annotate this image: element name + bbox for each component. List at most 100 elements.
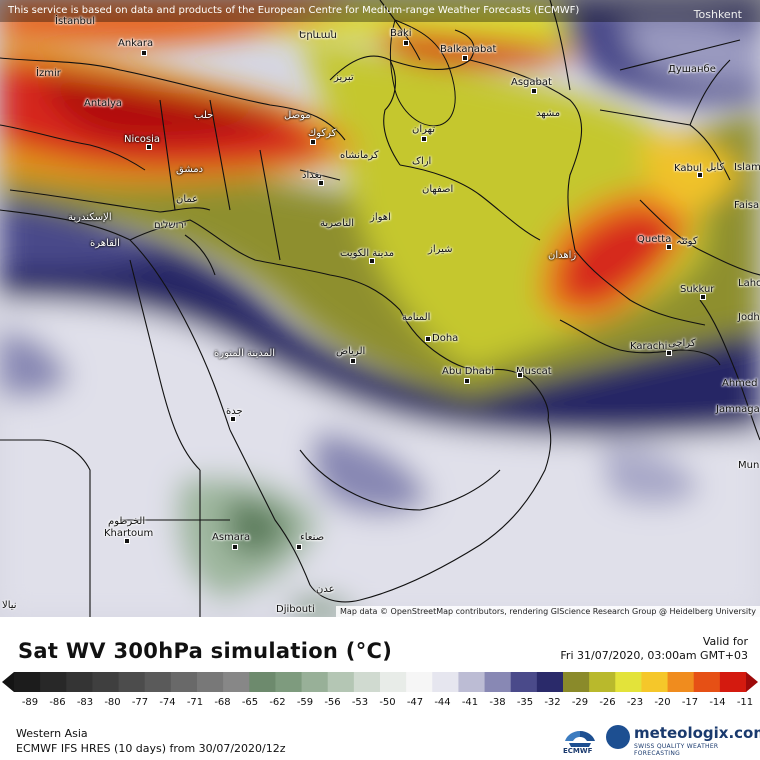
city-label: Asmara — [212, 532, 251, 543]
scale-swatch — [327, 672, 355, 692]
scale-swatch — [510, 672, 538, 692]
city-label: مشهد — [536, 108, 561, 119]
scale-tick-label: -56 — [324, 697, 341, 708]
ecmwf-logo-icon — [565, 731, 595, 747]
city-label: زاهدان — [548, 250, 577, 261]
city-label: اصفهان — [422, 184, 454, 195]
ecmwf-label: ECMWF — [563, 747, 593, 755]
city-label: اراک — [412, 156, 432, 167]
scale-tick-label: -23 — [626, 697, 644, 708]
city-label: Toshkent — [693, 8, 742, 21]
weather-map[interactable]: This service is based on data and produc… — [0, 0, 760, 617]
city-label: Islam — [734, 162, 760, 173]
scale-right-arrow — [746, 672, 758, 692]
city-label: القاهرة — [90, 238, 120, 249]
city-marker — [310, 139, 316, 145]
city-marker — [232, 544, 238, 550]
scale-tick-label: -29 — [571, 697, 589, 708]
city-label: İzmir — [36, 68, 61, 79]
city-label: الرياض — [336, 346, 366, 357]
scale-swatch — [14, 672, 41, 692]
city-label: Khartoum — [104, 528, 154, 539]
scale-tick-label: -38 — [489, 697, 506, 708]
city-label: Djibouti — [276, 604, 315, 615]
city-label: دمشق — [176, 164, 204, 175]
city-marker — [141, 50, 147, 56]
city-label: Muscat — [516, 366, 552, 377]
city-label: Balkanabat — [440, 44, 497, 55]
city-label: İstanbul — [55, 16, 96, 27]
city-label: اهواز — [370, 212, 391, 223]
city-label: شیراز — [428, 244, 453, 255]
scale-swatch — [66, 672, 93, 692]
scale-tick-label: -68 — [214, 697, 231, 708]
scale-swatch — [458, 672, 486, 692]
city-marker — [403, 40, 409, 46]
city-label: Faisa — [734, 200, 760, 211]
scale-swatch — [40, 672, 67, 692]
scale-tick-label: -83 — [76, 697, 94, 708]
city-label: بغداد — [302, 170, 323, 181]
brand-name[interactable]: meteologix.com — [634, 724, 760, 742]
city-marker — [700, 294, 706, 300]
city-label: عدن — [316, 584, 335, 595]
city-marker — [421, 136, 427, 142]
city-marker — [464, 378, 470, 384]
city-marker — [230, 416, 236, 422]
scale-tick-label: -62 — [269, 697, 286, 708]
scale-tick-label: -89 — [21, 697, 39, 708]
city-label: كركوك — [308, 128, 337, 139]
scale-swatch — [301, 672, 329, 692]
scale-tick-label: -86 — [49, 697, 66, 708]
city-label: Jodh — [738, 312, 760, 323]
city-label: Երևան — [299, 30, 337, 41]
city-marker — [296, 544, 302, 550]
city-marker — [146, 144, 152, 150]
scale-tick-label: -14 — [709, 697, 726, 708]
city-label: جدة — [226, 406, 243, 417]
scale-swatch — [170, 672, 198, 692]
city-label: Ankara — [118, 38, 154, 49]
scale-swatch — [144, 672, 172, 692]
city-marker — [425, 336, 431, 342]
scale-swatch — [275, 672, 303, 692]
city-label: Baki — [390, 28, 412, 39]
scale-left-arrow — [2, 672, 14, 692]
valid-time: Fri 31/07/2020, 03:00am GMT+03 — [560, 649, 748, 662]
scale-tick-label: -47 — [406, 697, 424, 708]
city-label: کراچی — [668, 338, 696, 349]
scale-tick-label: -53 — [351, 697, 369, 708]
city-marker — [697, 172, 703, 178]
scale-tick-label: -71 — [186, 697, 204, 708]
city-label: عمان — [176, 194, 199, 205]
city-marker — [462, 55, 468, 61]
city-label: Nicosia — [124, 134, 160, 145]
scale-swatch — [380, 672, 407, 692]
city-label: الناصرية — [320, 218, 355, 229]
city-label: الخرطوم — [108, 516, 146, 527]
scale-tick-label: -17 — [681, 697, 699, 708]
city-label: نيالا — [2, 600, 17, 611]
city-label: الإسكندرية — [68, 212, 112, 223]
scale-ticks: -89 -86 -83 -80 -77 -74 -71 -68 -65 -62 -59 -56 -53-… — [0, 697, 760, 711]
city-label: صنعاء — [300, 532, 325, 543]
city-label: Jamnaga — [716, 404, 760, 415]
scale-swatch — [197, 672, 224, 692]
city-label: المنامة — [402, 312, 431, 323]
scale-tick-label: -65 — [241, 697, 259, 708]
disclaimer-banner: This service is based on data and produc… — [0, 0, 760, 22]
scale-tick-label: -20 — [654, 697, 671, 708]
city-label: تهران — [412, 124, 436, 135]
scale-swatch — [432, 672, 459, 692]
city-marker — [124, 538, 130, 544]
scale-swatch — [693, 672, 721, 692]
city-label: Kabul — [674, 163, 702, 174]
city-label: Antalya — [84, 98, 123, 109]
scale-tick-label: -59 — [296, 697, 314, 708]
city-label: Sukkur — [680, 284, 715, 295]
scale-swatch — [563, 672, 590, 692]
scale-swatch — [92, 672, 120, 692]
city-marker — [666, 350, 672, 356]
scale-swatch — [118, 672, 146, 692]
city-label: Душанбе — [668, 64, 716, 75]
